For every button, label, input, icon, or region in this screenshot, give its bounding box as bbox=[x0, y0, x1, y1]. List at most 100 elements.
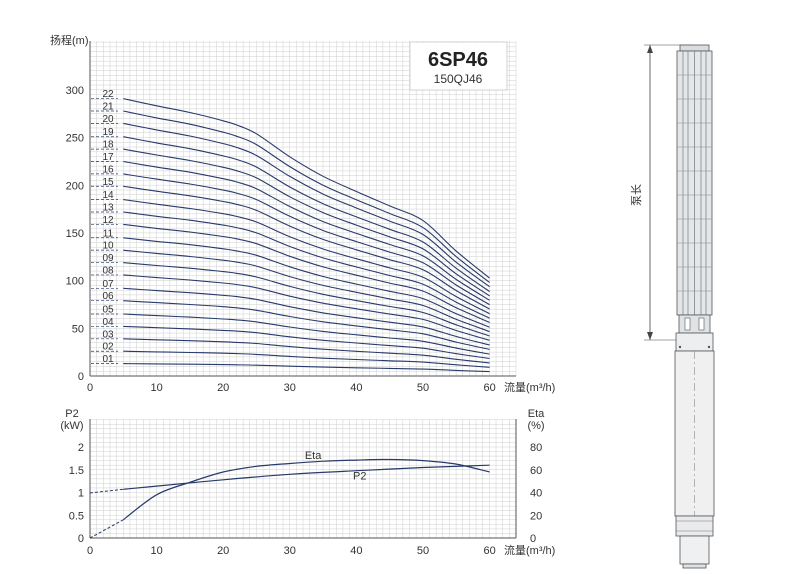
stage-label: 17 bbox=[102, 152, 114, 163]
y-tick-label-right: 20 bbox=[530, 510, 542, 522]
y-tick-label: 50 bbox=[72, 323, 84, 335]
head-curve-19 bbox=[123, 136, 490, 292]
stage-label: 03 bbox=[102, 329, 114, 340]
model-title: 6SP46 bbox=[428, 49, 488, 71]
head-curve-07 bbox=[123, 287, 490, 346]
y-tick-label: 100 bbox=[66, 276, 84, 288]
stage-label: 12 bbox=[102, 215, 114, 226]
stage-label: 18 bbox=[102, 140, 114, 151]
y-tick-label: 250 bbox=[66, 133, 84, 145]
head-curve-03 bbox=[123, 338, 490, 364]
head-curve-06 bbox=[123, 300, 490, 350]
dimension-label: 泵长 bbox=[630, 184, 643, 206]
pump-motor-base bbox=[675, 515, 714, 537]
p2-label: P2 bbox=[353, 470, 366, 482]
pump-stage-dividers bbox=[677, 74, 712, 292]
x-tick-label: 20 bbox=[217, 545, 229, 557]
x-tick-label: 40 bbox=[350, 382, 362, 394]
x-axis-title: 流量(m³/h) bbox=[504, 380, 555, 394]
stage-label: 14 bbox=[102, 190, 114, 201]
p2-curve bbox=[123, 464, 490, 490]
stage-label: 07 bbox=[102, 279, 114, 290]
y-tick-label: 0 bbox=[78, 371, 84, 383]
head-curve-17 bbox=[123, 160, 490, 301]
x-tick-label: 50 bbox=[417, 382, 429, 394]
stage-label: 09 bbox=[102, 253, 114, 264]
y-tick-label-left: 2 bbox=[78, 442, 84, 454]
model-box: 6SP46 150QJ46 bbox=[409, 41, 508, 91]
x-tick-label: 10 bbox=[150, 545, 162, 557]
head-grid bbox=[89, 41, 517, 377]
head-curve-20 bbox=[123, 122, 490, 288]
x-tick-label: 10 bbox=[150, 382, 162, 394]
head-curve-14 bbox=[123, 199, 490, 315]
stage-label: 11 bbox=[103, 228, 114, 239]
stage-label: 02 bbox=[102, 342, 114, 353]
x-tick-label: 30 bbox=[284, 382, 296, 394]
stage-label: 19 bbox=[102, 127, 114, 138]
head-curve-13 bbox=[123, 211, 490, 319]
x-tick-label: 0 bbox=[87, 545, 93, 557]
head-curve-10 bbox=[123, 249, 490, 333]
pump-stage-ribs bbox=[682, 51, 707, 315]
x-tick-label: 20 bbox=[217, 382, 229, 394]
y-tick-label: 200 bbox=[66, 180, 84, 192]
head-curve-05 bbox=[123, 313, 490, 355]
stage-label: 10 bbox=[102, 241, 114, 252]
stage-label: 05 bbox=[102, 305, 114, 316]
x-tick-label: 60 bbox=[483, 545, 495, 557]
head-curve-04 bbox=[123, 325, 490, 360]
pump-drawing: 泵长 bbox=[630, 44, 715, 569]
pump-intake bbox=[678, 314, 711, 334]
eta-curve-extrapolated bbox=[89, 519, 124, 539]
pump-outlet bbox=[679, 44, 710, 52]
head-curve-15 bbox=[123, 185, 490, 310]
x-tick-label: 50 bbox=[417, 545, 429, 557]
head-curve-01 bbox=[123, 363, 490, 373]
head-curve-22 bbox=[123, 98, 490, 279]
y-axis-title-left: P2 (kW) bbox=[60, 408, 83, 432]
y-tick-label-left: 0.5 bbox=[69, 510, 84, 522]
head-curve-18 bbox=[123, 148, 490, 297]
head-curve-09 bbox=[123, 262, 490, 337]
stage-label: 22 bbox=[102, 89, 114, 100]
head-curve-12 bbox=[123, 223, 490, 324]
stage-label: 13 bbox=[102, 203, 114, 214]
pump-coupling bbox=[675, 332, 714, 352]
head-curve-08 bbox=[123, 274, 490, 341]
y-axis-title: 扬程(m) bbox=[50, 33, 89, 47]
x-tick-label: 40 bbox=[350, 545, 362, 557]
y-tick-label-right: 80 bbox=[530, 442, 542, 454]
stage-label: 15 bbox=[102, 177, 114, 188]
stage-label: 04 bbox=[102, 317, 114, 328]
y-axis-title-right: Eta (%) bbox=[527, 408, 545, 432]
x-tick-label: 30 bbox=[284, 545, 296, 557]
y-tick-label: 300 bbox=[66, 85, 84, 97]
y-tick-label-left: 1.5 bbox=[69, 465, 84, 477]
stage-label: 06 bbox=[102, 291, 114, 302]
head-curve-11 bbox=[123, 237, 490, 328]
stage-label: 20 bbox=[102, 114, 114, 125]
stage-label: 08 bbox=[102, 265, 114, 276]
eta-label: Eta bbox=[305, 450, 322, 462]
head-curve-02 bbox=[123, 350, 490, 368]
y-tick-label-left: 0 bbox=[78, 533, 84, 545]
power-grid bbox=[89, 419, 517, 539]
y-tick-label: 150 bbox=[66, 228, 84, 240]
stage-label: 21 bbox=[102, 101, 114, 112]
x-axis-title: 流量(m³/h) bbox=[504, 543, 555, 557]
y-tick-label-right: 60 bbox=[530, 465, 542, 477]
x-tick-label: 60 bbox=[483, 382, 495, 394]
p2-curve-extrapolated bbox=[89, 488, 124, 494]
head-chart: 0 10 20 30 40 50 60050100150200250300扬程(m)流量(m… bbox=[50, 33, 555, 394]
head-curve-16 bbox=[123, 173, 490, 306]
y-tick-label-right: 40 bbox=[530, 488, 542, 500]
eta-curve bbox=[122, 458, 490, 521]
model-subtitle: 150QJ46 bbox=[434, 72, 483, 86]
stage-label: 01 bbox=[102, 354, 114, 365]
x-tick-label: 0 bbox=[87, 382, 93, 394]
stage-label: 16 bbox=[102, 164, 114, 175]
y-tick-label-left: 1 bbox=[78, 488, 84, 500]
